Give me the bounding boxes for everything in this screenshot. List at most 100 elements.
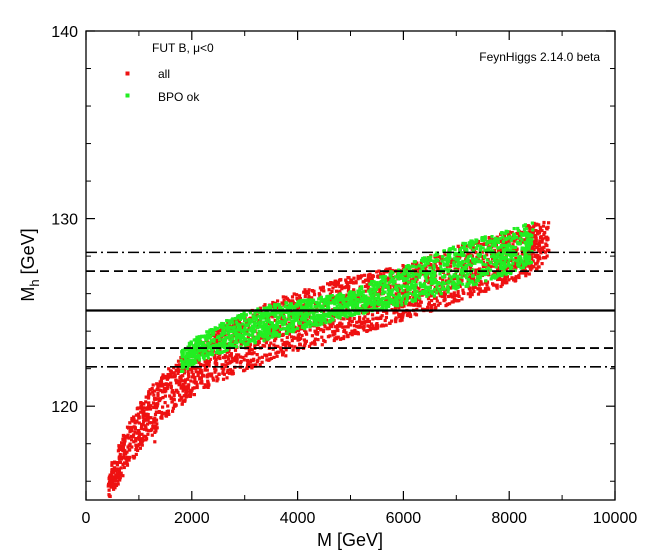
data-point — [172, 404, 176, 408]
data-point — [257, 356, 261, 360]
data-point — [356, 303, 360, 307]
data-point — [160, 376, 164, 380]
data-point — [243, 326, 247, 330]
data-point — [175, 389, 179, 393]
data-point — [276, 344, 280, 348]
data-point — [495, 259, 499, 263]
data-point — [285, 335, 289, 340]
data-point — [470, 240, 474, 244]
data-point — [546, 237, 550, 241]
data-point — [122, 452, 126, 456]
data-point — [405, 264, 409, 269]
data-point — [386, 287, 390, 292]
data-point — [342, 317, 346, 321]
data-point — [348, 281, 352, 285]
data-point — [120, 441, 124, 445]
data-point — [449, 261, 453, 265]
data-point — [383, 290, 387, 294]
data-point — [509, 266, 513, 270]
data-point — [193, 352, 197, 357]
data-point — [271, 331, 275, 335]
data-point — [234, 345, 238, 349]
data-point — [512, 264, 516, 268]
data-point — [441, 280, 445, 285]
data-point — [197, 361, 201, 365]
data-point — [321, 317, 325, 321]
data-point — [191, 355, 195, 359]
data-point — [163, 401, 167, 405]
data-point — [134, 437, 138, 441]
data-point — [215, 344, 220, 349]
data-point — [426, 288, 431, 292]
data-point — [293, 307, 297, 311]
data-point — [180, 379, 185, 383]
data-point — [495, 283, 499, 287]
data-point — [400, 297, 404, 301]
data-point — [191, 359, 195, 363]
data-point — [185, 364, 189, 368]
data-point — [208, 341, 212, 345]
data-point — [537, 265, 541, 269]
data-point — [327, 327, 331, 331]
data-point — [499, 284, 503, 289]
data-point — [212, 354, 216, 358]
data-point — [460, 275, 464, 279]
data-point — [226, 357, 231, 361]
data-point — [209, 372, 214, 376]
legend-title: FUT B, μ<0 — [152, 41, 214, 55]
data-point — [338, 301, 342, 305]
data-point — [146, 432, 150, 436]
data-point — [124, 457, 128, 461]
data-point — [362, 324, 366, 328]
data-point — [210, 344, 214, 349]
data-point — [264, 306, 268, 310]
data-point — [454, 299, 458, 303]
data-point — [118, 478, 122, 482]
data-point — [414, 267, 419, 271]
data-point — [537, 241, 541, 245]
data-point — [537, 244, 542, 248]
data-point — [245, 330, 249, 334]
data-point — [224, 348, 228, 352]
data-point — [219, 341, 224, 345]
data-point — [276, 303, 281, 307]
data-point — [126, 434, 130, 438]
data-point — [394, 298, 399, 302]
data-point — [229, 352, 233, 356]
data-point — [352, 324, 357, 328]
data-point — [277, 321, 282, 325]
data-point — [503, 274, 507, 279]
data-point — [233, 341, 237, 345]
data-point — [140, 443, 144, 447]
data-point — [421, 256, 425, 261]
data-point — [284, 343, 288, 348]
data-point — [525, 243, 529, 248]
data-point — [197, 343, 201, 347]
data-point — [531, 230, 535, 234]
data-point — [236, 328, 240, 332]
data-point — [529, 263, 533, 267]
data-point — [320, 343, 324, 347]
data-point — [263, 303, 267, 307]
data-point — [408, 313, 412, 317]
data-point — [474, 269, 478, 273]
data-point — [117, 444, 121, 448]
data-point — [423, 270, 427, 275]
data-point — [167, 367, 171, 371]
data-point — [493, 244, 497, 248]
data-point — [440, 287, 444, 291]
data-point — [541, 249, 545, 253]
data-point — [442, 262, 446, 266]
data-point — [285, 301, 289, 305]
data-point — [250, 348, 254, 352]
data-point — [217, 339, 221, 343]
data-point — [260, 336, 264, 340]
data-point — [389, 279, 393, 283]
data-point — [238, 326, 242, 330]
data-point — [391, 298, 395, 302]
data-point — [361, 303, 365, 307]
data-point — [181, 389, 185, 393]
data-point — [327, 288, 331, 292]
data-point — [504, 252, 508, 256]
data-point — [502, 234, 507, 238]
